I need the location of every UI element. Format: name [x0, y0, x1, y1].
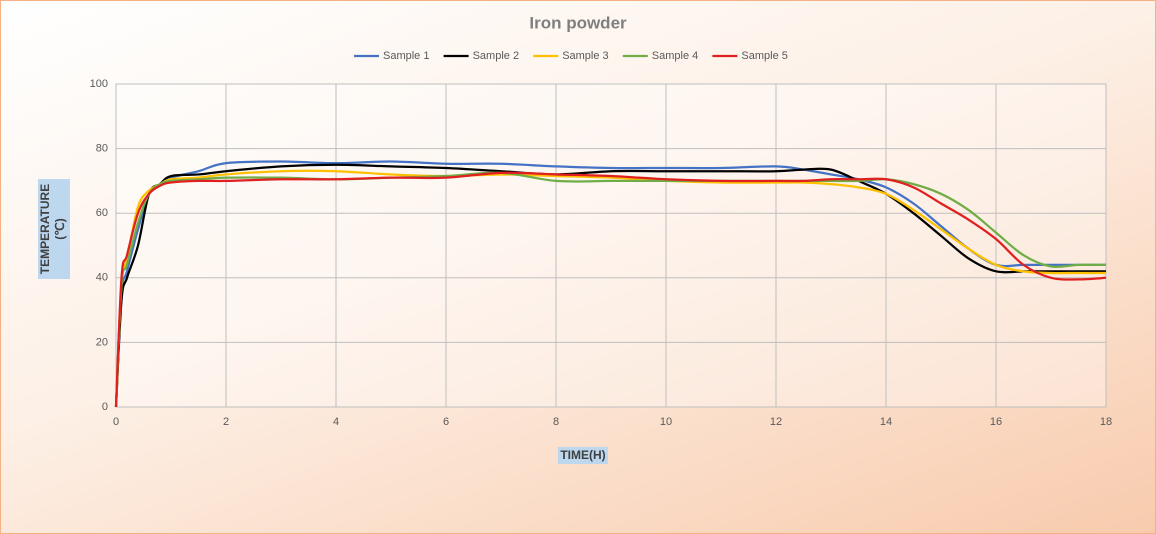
- legend-label: Sample 1: [383, 50, 429, 62]
- plot-area: [115, 83, 1107, 408]
- y-tick-label: 20: [96, 336, 108, 348]
- x-tick-label: 2: [223, 416, 229, 428]
- y-tick-label: 0: [102, 401, 108, 413]
- series-line: [114, 171, 1107, 408]
- x-tick-label: 16: [990, 416, 1002, 428]
- y-tick-label: 80: [96, 143, 108, 155]
- x-tick-label: 12: [770, 416, 782, 428]
- x-tick-label: 14: [880, 416, 892, 428]
- legend-label: Sample 4: [652, 50, 698, 62]
- legend-label: Sample 5: [741, 50, 787, 62]
- x-tick-label: 8: [553, 416, 559, 428]
- series-line: [114, 171, 1107, 408]
- x-tick-label: 18: [1100, 416, 1112, 428]
- y-tick-label: 40: [96, 272, 108, 284]
- y-tick-label: 100: [90, 78, 108, 90]
- y-axis-label: TEMPERATURE (℃): [38, 179, 70, 279]
- x-tick-label: 0: [113, 416, 119, 428]
- legend-label: Sample 3: [562, 50, 608, 62]
- x-tick-label: 10: [660, 416, 672, 428]
- chart-title: Iron powder: [529, 13, 627, 32]
- x-axis-label: TIME(H): [558, 447, 608, 464]
- y-tick-label: 60: [96, 207, 108, 219]
- x-tick-label: 6: [443, 416, 449, 428]
- x-tick-label: 4: [333, 416, 339, 428]
- legend-label: Sample 2: [473, 50, 519, 62]
